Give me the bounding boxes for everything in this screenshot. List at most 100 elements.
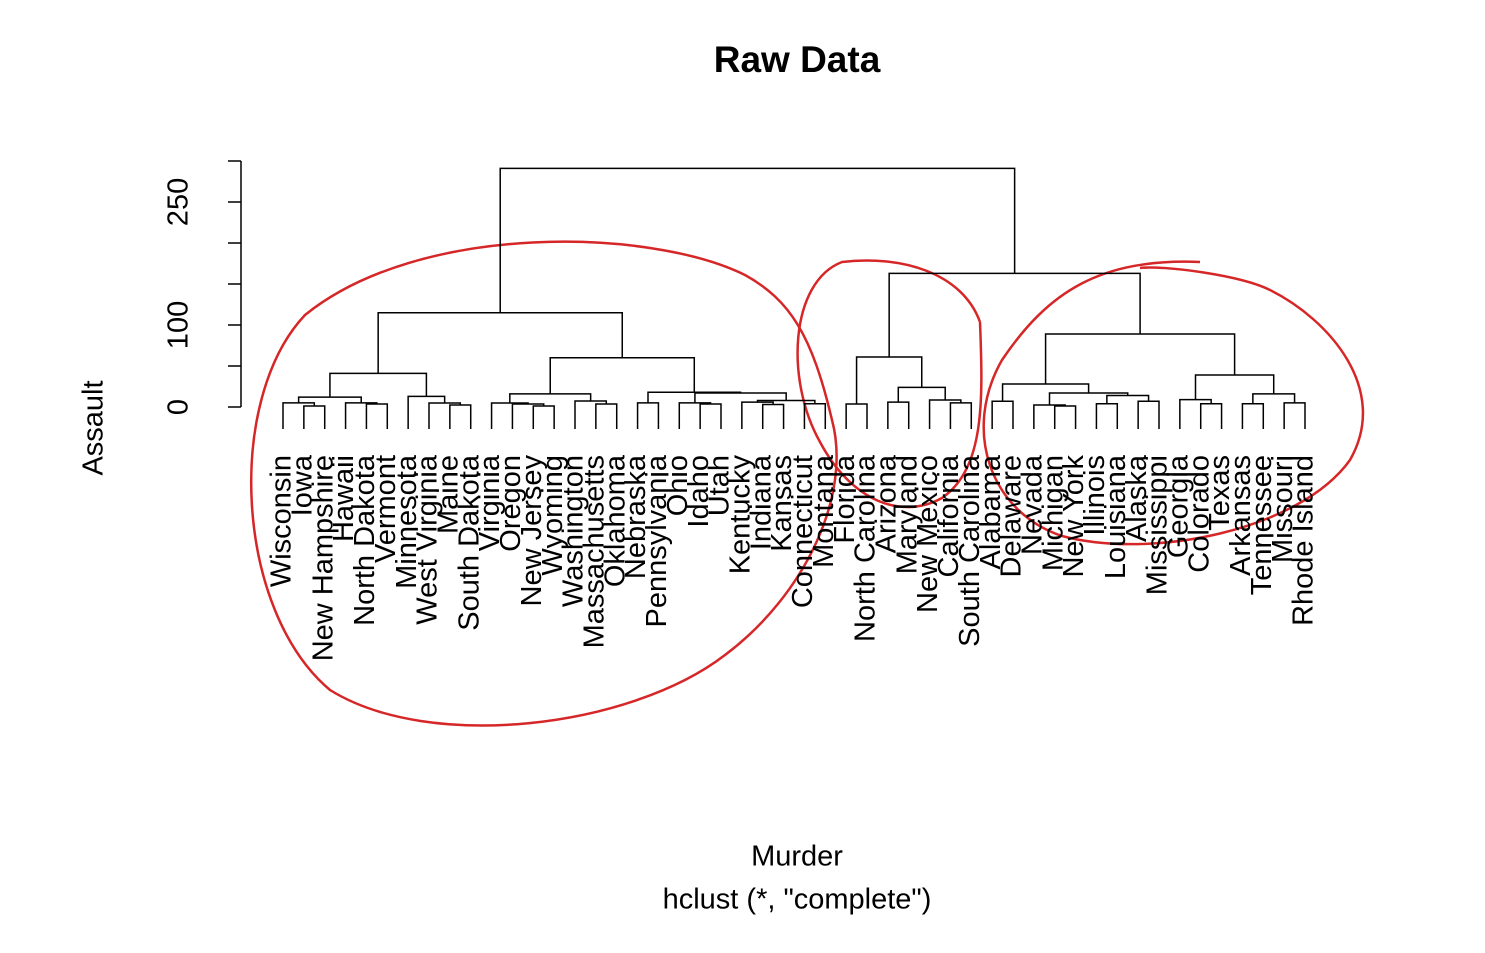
merge-link <box>1194 374 1275 400</box>
leaf-label: North Dakota <box>349 454 381 626</box>
leaf-label: Washington <box>558 455 590 607</box>
leaf-label: Hawaii <box>328 455 360 542</box>
leaf-label: Texas <box>1204 455 1236 531</box>
y-tick-label: 250 <box>163 178 195 226</box>
x-axis-label: Murder <box>751 841 843 873</box>
leaf-label: Oregon <box>495 455 527 552</box>
subtitle: hclust (*, "complete") <box>663 884 932 916</box>
leaf-label: New Jersey <box>516 455 548 607</box>
leaf-label: Arkansas <box>1225 455 1257 576</box>
leaf-label: Alabama <box>975 454 1007 569</box>
merge-link <box>344 402 378 429</box>
leaf-label: New Hampshire <box>307 455 339 661</box>
leaf-label: Arizona <box>871 454 903 553</box>
merge-link <box>845 403 868 429</box>
merge-link <box>449 404 472 429</box>
leaf-label: Connecticut <box>787 455 819 608</box>
annotation-loop <box>796 259 983 509</box>
merge-link <box>1095 402 1119 429</box>
leaf-label: Montana <box>808 454 840 568</box>
merge-link <box>761 403 785 429</box>
merge-link <box>1106 394 1150 404</box>
leaf-label: Delaware <box>996 455 1028 578</box>
merge-link <box>532 405 555 429</box>
leaf-label: Rhode Island <box>1288 455 1320 626</box>
merge-link <box>1137 400 1160 429</box>
merge-link <box>365 403 389 429</box>
merge-link <box>1053 405 1077 429</box>
leaf-label: Maine <box>433 455 465 534</box>
leaf-label: Virginia <box>474 454 506 551</box>
merge-link <box>297 396 362 403</box>
merge-link <box>490 402 529 429</box>
chart-title: Raw Data <box>714 39 881 80</box>
merge-link <box>699 403 722 429</box>
merge-link <box>574 400 608 429</box>
merge-link <box>428 402 462 429</box>
leaf-label: Kentucky <box>725 455 757 575</box>
merge-link <box>511 403 545 429</box>
merge-link <box>636 402 660 429</box>
leaf-label: Nebraska <box>620 454 652 579</box>
leaf-label: Alaska <box>1121 454 1153 542</box>
leaf-label: Colorado <box>1183 455 1215 573</box>
leaf-label: Ohio <box>662 455 694 516</box>
merge-link <box>595 403 618 429</box>
leaf-label: Tennessee <box>1246 455 1278 595</box>
merge-link <box>377 311 624 374</box>
leaf-label: Maryland <box>891 455 923 574</box>
leaf-label: Nevada <box>1017 454 1049 555</box>
leaf-label: South Carolina <box>954 454 986 647</box>
merge-link <box>855 356 923 404</box>
y-axis-label: Assault <box>78 380 110 475</box>
merge-link <box>1033 404 1066 429</box>
leaf-label: Michigan <box>1037 455 1069 571</box>
leaf-label: Kansas <box>766 455 798 552</box>
merge-link <box>303 405 326 429</box>
leaf-label: Wyoming <box>537 455 569 576</box>
merge-link <box>949 402 973 429</box>
merge-link <box>741 401 774 429</box>
merge-link <box>1283 402 1306 429</box>
leaf-label: Minnesota <box>391 454 423 589</box>
annotation-loop <box>982 260 1365 546</box>
merge-link <box>928 399 962 429</box>
leaf-label: North Carolina <box>850 454 882 642</box>
leaf-label: California <box>933 454 965 577</box>
leaf-label: Massachusetts <box>579 455 611 648</box>
leaf-label: Vermont <box>370 455 402 563</box>
leaf-label: Pennsylvania <box>641 454 673 627</box>
merge-link <box>1199 402 1223 429</box>
leaf-label: Florida <box>829 454 861 544</box>
leaf-label: Indiana <box>745 454 777 550</box>
merge-link <box>407 395 446 429</box>
merge-link <box>329 372 428 398</box>
y-tick-label: 100 <box>163 301 195 349</box>
merge-link <box>887 401 910 429</box>
leaf-label: Iowa <box>287 454 319 516</box>
merge-link <box>1241 402 1265 429</box>
leaf-label: Wisconsin <box>266 455 298 587</box>
annotations <box>249 240 1365 727</box>
merge-link <box>1044 333 1236 385</box>
leaf-label: Utah <box>704 455 736 516</box>
merge-link <box>991 400 1014 429</box>
y-tick-label: 0 <box>163 399 195 415</box>
leaf-label: Louisiana <box>1100 454 1132 579</box>
leaf-label: Mississippi <box>1142 455 1174 595</box>
leaf-label: New Mexico <box>912 455 944 613</box>
merge-link <box>678 402 712 429</box>
merge-link <box>282 402 316 429</box>
merge-link <box>549 357 696 394</box>
merge-link <box>499 167 1016 313</box>
leaf-label: Illinois <box>1079 455 1111 536</box>
leaf-label: West Virginia <box>412 454 444 625</box>
annotation-loop <box>249 240 838 727</box>
leaf-label: Idaho <box>683 455 715 528</box>
leaf-label: New York <box>1058 455 1090 578</box>
leaf-label: South Dakota <box>453 454 485 631</box>
leaf-label: Missouri <box>1267 455 1299 563</box>
leaf-label: Oklahoma <box>599 454 631 587</box>
leaf-label: Georgia <box>1163 454 1195 558</box>
